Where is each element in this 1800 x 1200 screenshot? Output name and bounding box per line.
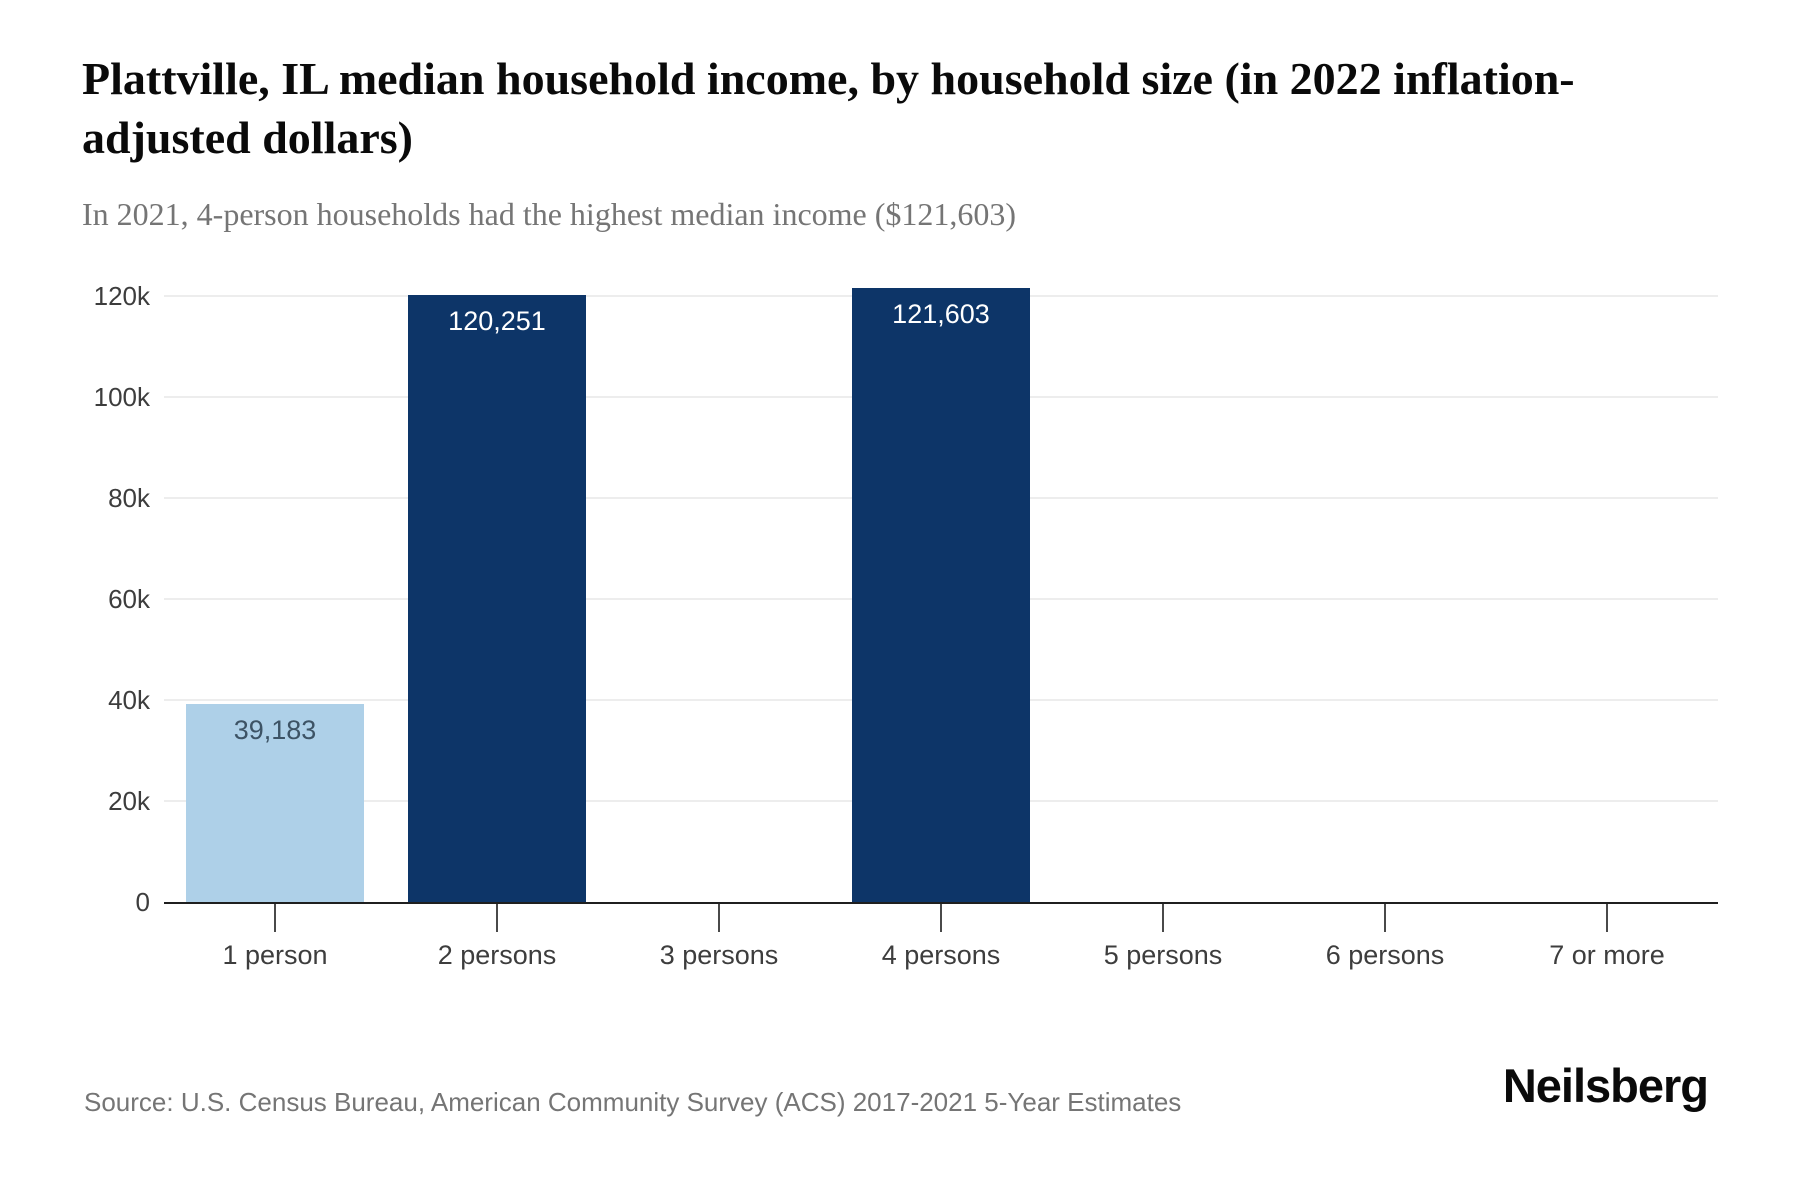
- x-axis-category-label: 5 persons: [1103, 940, 1223, 970]
- y-axis-tick-label: 20k: [108, 786, 150, 816]
- bar-value-label: 39,183: [233, 715, 317, 746]
- x-axis-tick: [1162, 904, 1164, 932]
- bar-value-label: 121,603: [892, 298, 990, 329]
- neilsberg-logo: Neilsberg: [1502, 1059, 1709, 1112]
- bar-value-label: 120,251: [448, 305, 546, 336]
- x-axis-category-label: 4 persons: [881, 940, 1001, 970]
- x-axis-category-label: 2 persons: [437, 940, 557, 970]
- source-attribution: Source: U.S. Census Bureau, American Com…: [84, 1087, 1182, 1117]
- x-axis-tick: [1384, 904, 1386, 932]
- y-axis-tick-label: 40k: [108, 685, 150, 715]
- x-axis-line: [164, 902, 1718, 904]
- x-axis-tick: [496, 904, 498, 932]
- bar-1-person[interactable]: [186, 704, 364, 902]
- bar-chart-plot-area: 0 20k 40k 60k 80k 100k 120k 39,183 1 person 120,2…: [93, 281, 1718, 970]
- bar-4-persons[interactable]: [852, 287, 1030, 902]
- x-axis-category-label: 6 persons: [1325, 940, 1445, 970]
- x-axis-tick: [1606, 904, 1608, 932]
- x-axis-category-label: 7 or more: [1549, 940, 1665, 970]
- x-axis-tick: [274, 904, 276, 932]
- x-axis-category-label: 3 persons: [659, 940, 779, 970]
- y-axis-tick-label: 80k: [108, 483, 150, 513]
- bar-2-persons[interactable]: [408, 294, 586, 902]
- chart-title: Plattville, IL median household income, …: [82, 53, 1575, 163]
- x-axis-tick: [718, 904, 720, 932]
- x-axis-category-label: 1 person: [222, 940, 328, 970]
- y-axis-tick-label: 60k: [108, 584, 150, 614]
- y-axis-tick-label: 0: [135, 887, 150, 917]
- chart-subtitle: In 2021, 4-person households had the hig…: [82, 196, 1017, 232]
- y-axis-tick-label: 120k: [93, 281, 150, 311]
- x-axis-tick: [940, 904, 942, 932]
- y-axis-tick-label: 100k: [93, 382, 150, 412]
